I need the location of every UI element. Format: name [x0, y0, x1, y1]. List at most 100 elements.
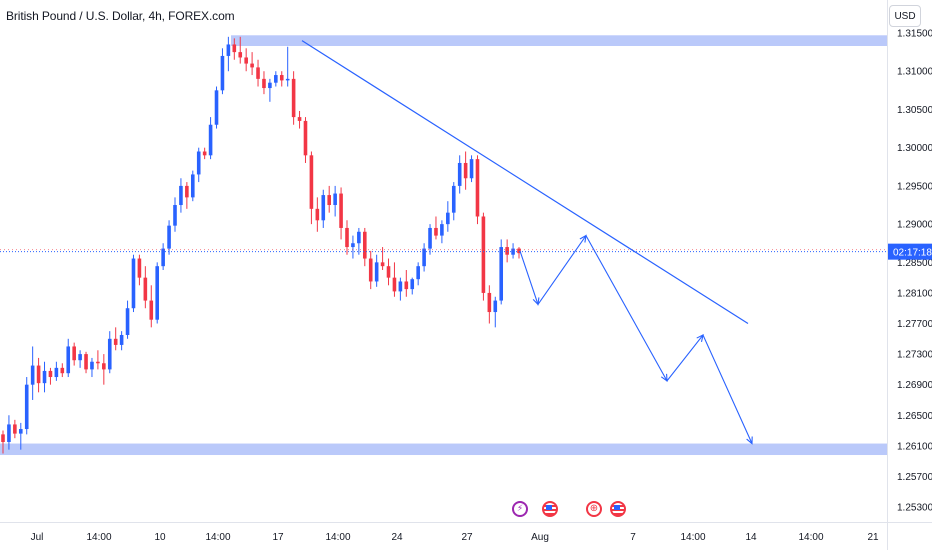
currency-button[interactable]: USD: [889, 5, 921, 27]
candle: [173, 205, 177, 226]
trend-line: [301, 40, 749, 325]
flash-icon[interactable]: ⚡: [512, 501, 528, 517]
candle: [90, 361, 94, 370]
candle: [368, 258, 373, 282]
candle: [42, 370, 47, 384]
candle: [297, 117, 302, 121]
candle: [285, 78, 290, 81]
candle: [517, 248, 521, 254]
x-tick-label: 17: [272, 532, 284, 543]
candle: [362, 231, 367, 259]
candle: [333, 193, 337, 206]
y-tick-label: 1.26100: [897, 441, 932, 452]
candle: [161, 248, 165, 267]
price-label: 02:17:18: [893, 248, 932, 259]
candle: [185, 185, 189, 198]
candle: [345, 227, 349, 248]
globe-icon[interactable]: ⊕: [586, 501, 602, 517]
candle: [404, 281, 409, 290]
candle: [357, 231, 361, 244]
candle: [262, 78, 266, 89]
y-tick-label: 1.29500: [897, 181, 932, 192]
candle: [48, 370, 53, 378]
candle: [214, 90, 219, 125]
candle: [434, 227, 438, 236]
candle: [155, 266, 160, 320]
candle: [72, 346, 76, 361]
drawings: [0, 40, 887, 445]
candle: [327, 195, 332, 206]
candle: [422, 248, 426, 267]
y-tick-label: 1.30000: [897, 143, 932, 154]
candle: [274, 75, 278, 83]
arrowhead: [746, 436, 753, 445]
candle: [143, 277, 148, 301]
candle: [268, 82, 272, 89]
projection-path: [519, 234, 753, 444]
arrowhead: [532, 297, 540, 306]
candle: [208, 124, 213, 156]
candle: [457, 162, 462, 186]
candle: [30, 365, 35, 385]
candle: [167, 225, 171, 249]
candle: [13, 424, 17, 434]
candle: [386, 266, 391, 278]
us-flag-icon[interactable]: [542, 501, 558, 517]
x-tick-label: 24: [391, 532, 403, 543]
candle: [226, 44, 231, 56]
x-tick-label: 21: [867, 532, 879, 543]
x-tick-label: 7: [630, 532, 636, 543]
y-tick-label: 1.27700: [897, 319, 932, 330]
candle: [351, 243, 355, 248]
candle: [196, 151, 201, 175]
zone-1: [0, 443, 887, 456]
candle: [250, 63, 254, 68]
candle: [202, 151, 207, 156]
y-tick-label: 1.25700: [897, 472, 932, 483]
us-flag-icon[interactable]: [610, 501, 626, 517]
candle: [179, 185, 183, 206]
candle: [339, 193, 343, 228]
x-tick-label: Aug: [531, 532, 549, 543]
candle: [96, 361, 100, 364]
candle: [380, 262, 385, 267]
zone-0: [231, 35, 887, 46]
x-tick-label: 14: [745, 532, 757, 543]
candle: [36, 365, 41, 384]
candle: [238, 52, 243, 58]
candle: [279, 75, 284, 81]
candle: [232, 44, 237, 53]
candle: [451, 185, 456, 213]
arrowhead: [660, 373, 668, 382]
candle: [410, 279, 415, 290]
candle: [499, 247, 504, 301]
price-label-box: [888, 243, 932, 260]
arrowhead: [579, 234, 587, 243]
candle: [119, 334, 124, 345]
support-resistance-zones: [0, 35, 887, 456]
y-tick-label: 1.31500: [897, 29, 932, 40]
candle: [7, 424, 11, 443]
y-tick-label: 1.27300: [897, 350, 932, 361]
y-tick-label: 1.26900: [897, 380, 932, 391]
candle: [1, 434, 5, 443]
y-tick-label: 1.29000: [897, 220, 932, 231]
candle: [291, 78, 296, 118]
chart-title: British Pound / U.S. Dollar, 4h, FOREX.c…: [6, 9, 235, 23]
candle: [463, 162, 468, 179]
candle: [321, 195, 326, 221]
candle: [392, 277, 397, 292]
candle: [78, 354, 82, 361]
candle: [18, 429, 23, 434]
candle: [220, 55, 225, 91]
x-tick-label: 14:00: [798, 532, 823, 543]
candle: [131, 258, 136, 309]
candles: [1, 36, 521, 454]
candle: [309, 155, 314, 209]
x-tick-label: 14:00: [205, 532, 230, 543]
candle: [374, 262, 379, 282]
x-tick-label: 27: [461, 532, 473, 543]
candle: [149, 300, 154, 320]
candle: [315, 208, 320, 221]
